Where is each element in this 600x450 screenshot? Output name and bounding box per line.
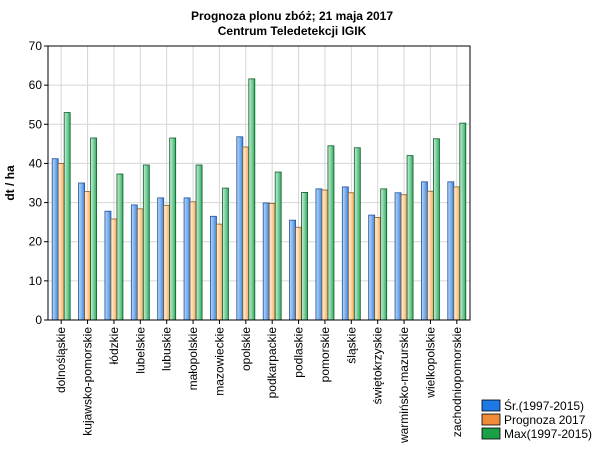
bar-max bbox=[406, 155, 414, 321]
y-tick-label: 50 bbox=[29, 117, 43, 131]
bar-forecast bbox=[84, 191, 91, 321]
x-category-label: zachodniopomorskie bbox=[450, 327, 464, 437]
legend-swatch bbox=[481, 399, 501, 412]
x-category-label: lubuskie bbox=[160, 327, 174, 371]
bar-forecast bbox=[400, 194, 408, 321]
chart-title: Prognoza plonu zbóż; 21 maja 2017 bbox=[191, 9, 393, 23]
bar-avg bbox=[130, 204, 138, 321]
bar-avg bbox=[157, 197, 165, 321]
bar-forecast bbox=[216, 223, 223, 321]
x-category-label: łódzkie bbox=[107, 327, 121, 365]
bar-avg bbox=[447, 181, 455, 321]
bar-forecast bbox=[242, 146, 250, 321]
bar-forecast bbox=[374, 217, 382, 321]
legend-swatch bbox=[481, 427, 501, 440]
bar-avg bbox=[210, 215, 217, 321]
x-category-label: dolnośląskie bbox=[54, 327, 68, 393]
bar-max bbox=[459, 122, 467, 321]
bar-avg bbox=[289, 219, 296, 321]
x-category-label: wielkopolskie bbox=[423, 327, 437, 399]
x-category-label: lubelskie bbox=[133, 327, 147, 374]
bar-max bbox=[195, 164, 203, 321]
bar-avg bbox=[341, 186, 349, 321]
bar-forecast bbox=[110, 218, 118, 321]
bar-max bbox=[90, 137, 97, 321]
bar-forecast bbox=[347, 192, 355, 321]
bar-avg bbox=[315, 188, 323, 321]
bar-avg bbox=[394, 192, 402, 321]
bar-avg bbox=[421, 181, 428, 321]
y-tick-label: 40 bbox=[29, 156, 43, 170]
bar-avg bbox=[262, 202, 270, 321]
legend-label: Śr.(1997-2015) bbox=[504, 398, 584, 413]
bar-forecast bbox=[321, 189, 329, 321]
y-tick-label: 10 bbox=[29, 274, 43, 288]
bar-max bbox=[353, 147, 361, 321]
legend: Śr.(1997-2015)Prognoza 2017Max(1997-2015… bbox=[481, 398, 592, 441]
plot-frame bbox=[47, 45, 471, 321]
bar-forecast bbox=[136, 208, 144, 321]
x-category-label: opolskie bbox=[239, 327, 253, 371]
bar-forecast bbox=[295, 226, 302, 321]
legend-swatch bbox=[481, 413, 501, 426]
legend-label: Max(1997-2015) bbox=[504, 427, 592, 441]
bar-avg bbox=[236, 136, 244, 321]
bar-avg bbox=[368, 214, 376, 321]
x-category-label: podlaskie bbox=[292, 327, 306, 378]
bar-avg bbox=[104, 210, 112, 321]
y-tick-label: 0 bbox=[35, 313, 42, 327]
x-category-label: śląskie bbox=[344, 327, 358, 364]
x-category-label: małopolskie bbox=[186, 327, 200, 391]
bar-avg bbox=[78, 182, 85, 321]
bar-forecast bbox=[268, 202, 276, 321]
bars-group bbox=[51, 78, 467, 321]
bar-max bbox=[169, 137, 177, 321]
bar-max bbox=[248, 78, 256, 321]
bar-forecast bbox=[163, 204, 171, 321]
y-axis-label: dt / ha bbox=[3, 165, 17, 201]
chart-subtitle: Centrum Teledetekcji IGIK bbox=[218, 24, 367, 38]
bar-forecast bbox=[57, 163, 65, 321]
x-category-label: kujawsko-pomorskie bbox=[81, 327, 95, 436]
bar-max bbox=[301, 191, 308, 321]
legend-label: Prognoza 2017 bbox=[504, 413, 586, 427]
bar-max bbox=[433, 138, 440, 321]
x-category-label: mazowieckie bbox=[212, 327, 226, 396]
bar-avg bbox=[51, 158, 59, 321]
x-category-label: świętokrzyskie bbox=[371, 327, 385, 405]
bar-max bbox=[116, 173, 124, 321]
y-tick-label: 70 bbox=[29, 39, 43, 53]
bar-max bbox=[274, 171, 282, 321]
bar-avg bbox=[183, 197, 191, 321]
x-axis-categories: dolnośląskie kujawsko-pomorskie łódzkie lub… bbox=[54, 320, 464, 444]
bar-max bbox=[222, 187, 229, 321]
bar-forecast bbox=[427, 190, 434, 321]
y-tick-label: 20 bbox=[29, 235, 43, 249]
x-category-label: pomorskie bbox=[318, 327, 332, 383]
x-category-label: warmińsko-mazurskie bbox=[397, 327, 411, 444]
bar-max bbox=[380, 188, 388, 321]
bar-max bbox=[63, 112, 71, 321]
x-category-label: podkarpackie bbox=[265, 327, 279, 399]
bar-max bbox=[327, 145, 335, 321]
y-axis-ticks: 0 10 20 30 40 50 60 70 bbox=[29, 39, 48, 327]
bar-forecast bbox=[189, 201, 197, 321]
bar-max bbox=[142, 164, 150, 321]
y-tick-label: 60 bbox=[29, 78, 43, 92]
bar-forecast bbox=[453, 186, 461, 321]
y-tick-label: 30 bbox=[29, 196, 43, 210]
